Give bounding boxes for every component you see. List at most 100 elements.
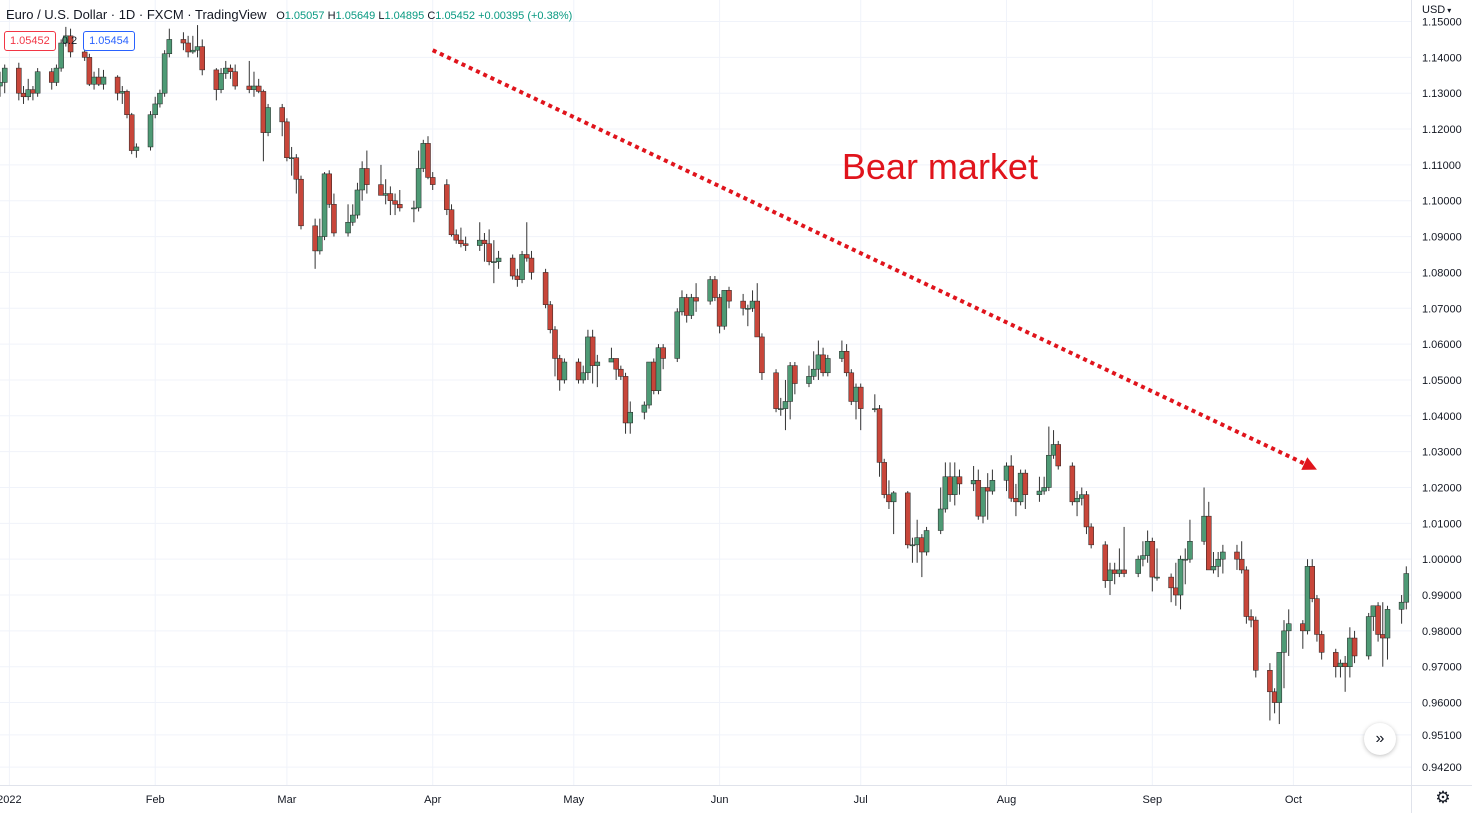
candle-body-down <box>185 42 191 53</box>
candle <box>825 354 831 377</box>
candle <box>989 469 996 495</box>
candle <box>223 60 229 79</box>
candle <box>1337 659 1344 678</box>
candle <box>1168 573 1174 603</box>
buy-price-button[interactable]: 1.05454 <box>83 31 135 51</box>
candle <box>124 89 130 119</box>
candle <box>1055 440 1061 470</box>
candle-body-down <box>227 67 234 72</box>
annotation-label: Bear market <box>842 146 1038 187</box>
candle-body-up <box>923 530 930 553</box>
candle-body-up <box>890 492 897 503</box>
candle-body-up <box>317 236 323 252</box>
y-tick-label: 1.15000 <box>1422 17 1462 29</box>
candle <box>613 358 619 380</box>
candle-body-up <box>787 365 793 402</box>
candle <box>552 326 558 377</box>
candle-body-up <box>1398 601 1405 610</box>
candle-body-up <box>147 114 154 148</box>
candle-body-down <box>279 107 285 123</box>
grid <box>0 0 1411 785</box>
candle-body-up <box>519 254 525 280</box>
candle <box>721 290 728 330</box>
candle <box>58 39 64 72</box>
candle <box>20 86 27 104</box>
candle <box>288 146 295 176</box>
candle-body-up <box>815 354 822 370</box>
candle-body-down <box>444 184 450 210</box>
y-tick-label: 1.14000 <box>1422 52 1462 64</box>
candle <box>1248 609 1254 628</box>
candle-body-up <box>1154 576 1160 579</box>
symbol-title[interactable]: Euro / U.S. Dollar · 1D · FXCM · Trading… <box>6 7 267 22</box>
y-tick-label: 0.94200 <box>1422 762 1462 774</box>
candle <box>1318 630 1325 660</box>
chevron-down-icon: ▾ <box>1447 6 1452 15</box>
candle <box>1285 609 1292 656</box>
x-tick-label: Oct <box>1285 794 1302 806</box>
candle-body-up <box>1276 652 1283 703</box>
candle-body-down <box>740 300 746 309</box>
candle <box>67 28 74 58</box>
candle <box>1276 652 1283 725</box>
candle-body-down <box>284 121 290 158</box>
candle-body-down <box>876 408 883 463</box>
candle-body-down <box>759 336 765 374</box>
gear-icon: ⚙ <box>1435 788 1451 807</box>
low-label: L <box>378 10 385 22</box>
candle <box>462 236 469 251</box>
candle <box>1041 476 1047 495</box>
candle <box>1267 663 1273 721</box>
candle-body-down <box>20 92 27 98</box>
candle-body-up <box>872 408 878 410</box>
candle <box>53 64 60 87</box>
open-label: O <box>276 10 285 22</box>
candle <box>350 204 356 226</box>
candle <box>881 458 887 499</box>
candle-body-up <box>194 46 201 51</box>
candle <box>96 68 102 87</box>
candle-body-up <box>970 480 977 485</box>
candle-body-down <box>919 537 925 553</box>
candle-body-down <box>552 329 558 359</box>
candle <box>754 283 760 338</box>
candle <box>810 351 817 380</box>
candle <box>1050 430 1057 459</box>
scroll-to-realtime-button[interactable]: » <box>1364 723 1396 755</box>
candle-body-down <box>260 91 267 133</box>
currency-selector[interactable]: USD ▾ <box>1422 4 1451 16</box>
candle <box>157 89 163 108</box>
chart-settings-button[interactable]: ⚙ <box>1432 787 1454 809</box>
candle-body-up <box>354 189 361 216</box>
candle-body-up <box>190 49 196 53</box>
candle <box>1375 602 1381 642</box>
candle <box>317 218 323 255</box>
candle <box>1384 605 1391 660</box>
candle-body-up <box>1116 569 1123 574</box>
candle <box>420 139 427 173</box>
candle-body-down <box>528 257 535 273</box>
close-label: C <box>427 10 436 22</box>
candle <box>542 268 549 309</box>
candle-body-up <box>688 297 695 316</box>
candle <box>1281 620 1287 689</box>
candle-body-down <box>16 67 22 94</box>
candle <box>1074 491 1080 517</box>
candle-body-up <box>1403 573 1410 603</box>
candle-body-up <box>1370 605 1377 617</box>
sell-price-button[interactable]: 1.05452 <box>4 31 56 51</box>
candle-body-down <box>848 372 855 402</box>
candle-body-down <box>975 480 982 517</box>
candle-body-down <box>425 143 431 178</box>
y-tick-label: 1.12000 <box>1422 124 1462 136</box>
candle <box>218 68 224 94</box>
chart-header: Euro / U.S. Dollar · 1D · FXCM · Trading… <box>6 7 572 22</box>
candle-body-down <box>86 57 93 85</box>
candle-body-up <box>745 308 751 310</box>
y-tick-label: 1.00000 <box>1422 554 1462 566</box>
spread-value: 0.2 <box>61 35 78 47</box>
candle <box>1243 566 1250 624</box>
candle-body-up <box>265 107 271 133</box>
